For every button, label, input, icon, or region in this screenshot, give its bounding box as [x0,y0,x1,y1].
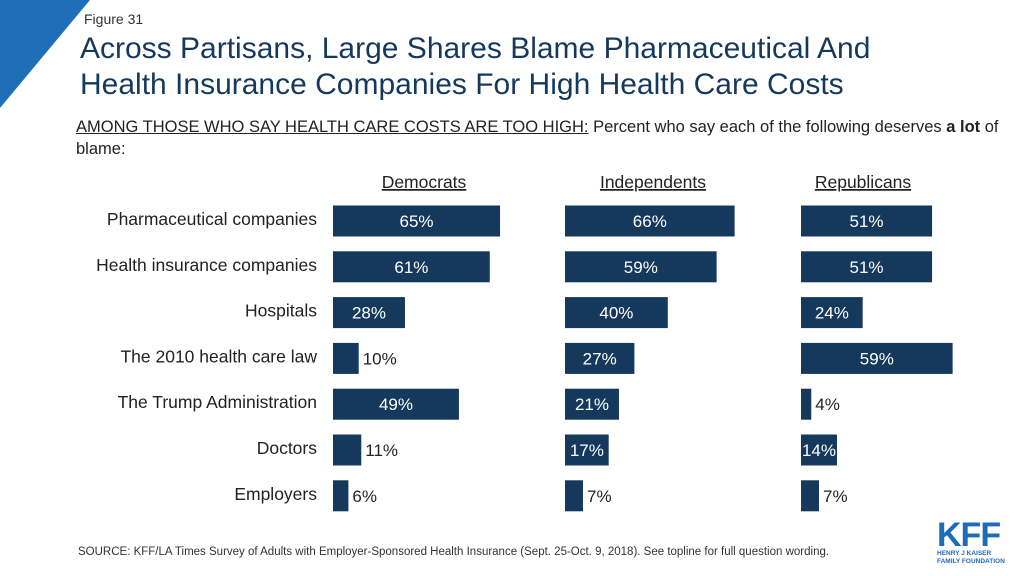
category-label: Pharmaceutical companies [107,209,317,229]
data-label: 11% [365,441,398,460]
bar [333,251,490,283]
kff-logo: KFF HENRY J KAISER FAMILY FOUNDATION [937,516,1009,566]
series-header-republicans: Republicans [815,172,912,192]
subtitle-bold: a lot [946,118,981,136]
bar [333,342,359,374]
logo-line-2: FAMILY FOUNDATION [937,558,1005,565]
data-label: 24% [815,304,849,323]
bar [801,251,933,283]
bar [565,205,735,237]
series-header-democrats: Democrats [382,172,467,192]
data-label: 61% [394,258,428,277]
data-label: 59% [624,258,658,277]
chart-subtitle: AMONG THOSE WHO SAY HEALTH CARE COSTS AR… [76,116,1016,160]
data-label: 40% [599,304,633,323]
bar [801,342,953,374]
data-label: 59% [860,349,894,368]
data-label: 7% [823,487,848,506]
figure-label: Figure 31 [84,11,144,27]
title-line-2: Health Insurance Companies For High Heal… [80,68,844,101]
bar [333,480,349,512]
bar [801,388,812,420]
data-label: 4% [815,395,840,414]
data-label: 10% [363,349,397,368]
logo-line-1: HENRY J KAISER [937,550,992,557]
category-label: Employers [234,484,317,504]
data-label: 51% [850,258,884,277]
bar [801,297,863,329]
bar [801,480,819,512]
bar [801,434,837,466]
category-label: The 2010 health care law [120,346,317,366]
category-label: Hospitals [245,301,317,321]
bar [565,388,619,420]
category-label: The Trump Administration [118,392,317,412]
bar [565,434,609,466]
page-title: Across Partisans, Large Shares Blame Pha… [80,31,1000,103]
bar [333,297,405,329]
data-label: 17% [570,441,604,460]
data-label: 21% [575,395,609,414]
title-line-1: Across Partisans, Large Shares Blame Pha… [80,32,871,65]
bar [565,297,668,329]
series-header-independents: Independents [600,172,706,192]
bar [801,205,933,237]
data-label: 27% [583,349,617,368]
source-note: SOURCE: KFF/LA Times Survey of Adults wi… [78,546,830,558]
data-label: 28% [352,304,386,323]
data-label: 14% [802,441,836,460]
bar [565,251,717,283]
bar [333,388,459,420]
bar [565,480,583,512]
subtitle-lead: AMONG THOSE WHO SAY HEALTH CARE COSTS AR… [76,118,589,136]
data-label: 7% [587,487,612,506]
data-label: 49% [379,395,413,414]
bar [565,342,635,374]
subtitle-end: of blame: [76,118,999,158]
subtitle-mid: Percent who say each of the following de… [588,118,947,136]
category-label: Doctors [257,438,318,458]
bar [333,205,501,237]
data-label: 51% [850,212,884,231]
bar [333,434,362,466]
category-label: Health insurance companies [96,255,317,275]
logo-main: KFF [937,516,1001,554]
data-label: 6% [352,487,377,506]
data-label: 66% [633,212,667,231]
corner-accent [0,0,90,108]
data-label: 65% [400,212,434,231]
